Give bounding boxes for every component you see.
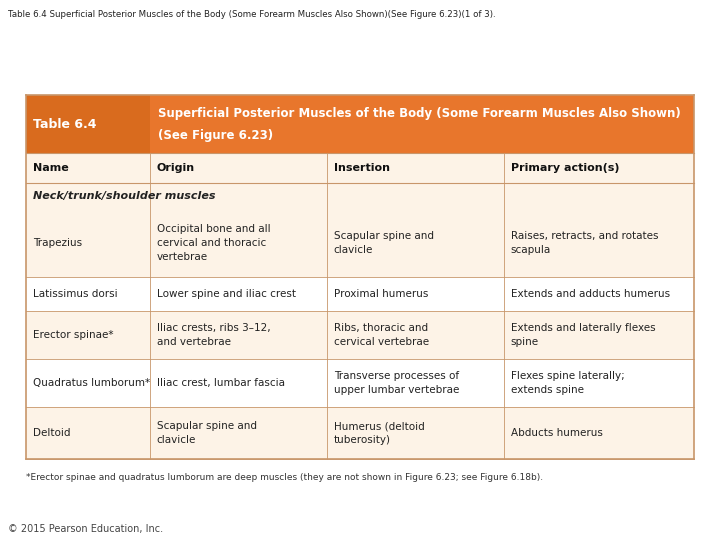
Text: (See Figure 6.23): (See Figure 6.23)	[158, 129, 273, 141]
Text: Primary action(s): Primary action(s)	[510, 163, 619, 173]
Text: Table 6.4 Superficial Posterior Muscles of the Body (Some Forearm Muscles Also S: Table 6.4 Superficial Posterior Muscles …	[8, 10, 495, 19]
Text: Iliac crest, lumbar fascia: Iliac crest, lumbar fascia	[156, 378, 284, 388]
Text: Erector spinae*: Erector spinae*	[33, 330, 114, 340]
Text: Iliac crests, ribs 3–12,: Iliac crests, ribs 3–12,	[156, 323, 270, 333]
Text: Superficial Posterior Muscles of the Body (Some Forearm Muscles Also Shown): Superficial Posterior Muscles of the Bod…	[158, 106, 680, 119]
Text: *Erector spinae and quadratus lumborum are deep muscles (they are not shown in F: *Erector spinae and quadratus lumborum a…	[26, 473, 543, 482]
Text: Extends and laterally flexes: Extends and laterally flexes	[510, 323, 655, 333]
Text: Scapular spine and: Scapular spine and	[333, 231, 433, 241]
Text: Quadratus lumborum*: Quadratus lumborum*	[33, 378, 150, 388]
Text: vertebrae: vertebrae	[156, 252, 207, 261]
Text: Occipital bone and all: Occipital bone and all	[156, 225, 270, 234]
Text: Raises, retracts, and rotates: Raises, retracts, and rotates	[510, 231, 658, 241]
Text: extends spine: extends spine	[510, 384, 584, 395]
Text: Lower spine and iliac crest: Lower spine and iliac crest	[156, 289, 296, 299]
Text: Scapular spine and: Scapular spine and	[156, 421, 256, 431]
Text: Name: Name	[33, 163, 68, 173]
Text: Deltoid: Deltoid	[33, 428, 71, 438]
Text: spine: spine	[510, 337, 539, 347]
Text: Humerus (deltoid: Humerus (deltoid	[333, 421, 424, 431]
Text: Table 6.4: Table 6.4	[33, 118, 96, 131]
Text: clavicle: clavicle	[333, 245, 373, 255]
Text: Extends and adducts humerus: Extends and adducts humerus	[510, 289, 670, 299]
Text: Proximal humerus: Proximal humerus	[333, 289, 428, 299]
Text: Abducts humerus: Abducts humerus	[510, 428, 603, 438]
Text: Origin: Origin	[156, 163, 194, 173]
Text: clavicle: clavicle	[156, 435, 196, 445]
Text: and vertebrae: and vertebrae	[156, 337, 230, 347]
Text: Neck/trunk/shoulder muscles: Neck/trunk/shoulder muscles	[33, 191, 215, 201]
Text: Latissimus dorsi: Latissimus dorsi	[33, 289, 117, 299]
Text: Transverse processes of: Transverse processes of	[333, 372, 459, 381]
Text: cervical and thoracic: cervical and thoracic	[156, 238, 266, 248]
Text: © 2015 Pearson Education, Inc.: © 2015 Pearson Education, Inc.	[8, 524, 163, 534]
Text: cervical vertebrae: cervical vertebrae	[333, 337, 428, 347]
Text: Ribs, thoracic and: Ribs, thoracic and	[333, 323, 428, 333]
Text: Flexes spine laterally;: Flexes spine laterally;	[510, 372, 624, 381]
Text: Trapezius: Trapezius	[33, 238, 82, 248]
Text: upper lumbar vertebrae: upper lumbar vertebrae	[333, 384, 459, 395]
Text: Insertion: Insertion	[333, 163, 390, 173]
Text: tuberosity): tuberosity)	[333, 435, 391, 445]
Text: scapula: scapula	[510, 245, 551, 255]
